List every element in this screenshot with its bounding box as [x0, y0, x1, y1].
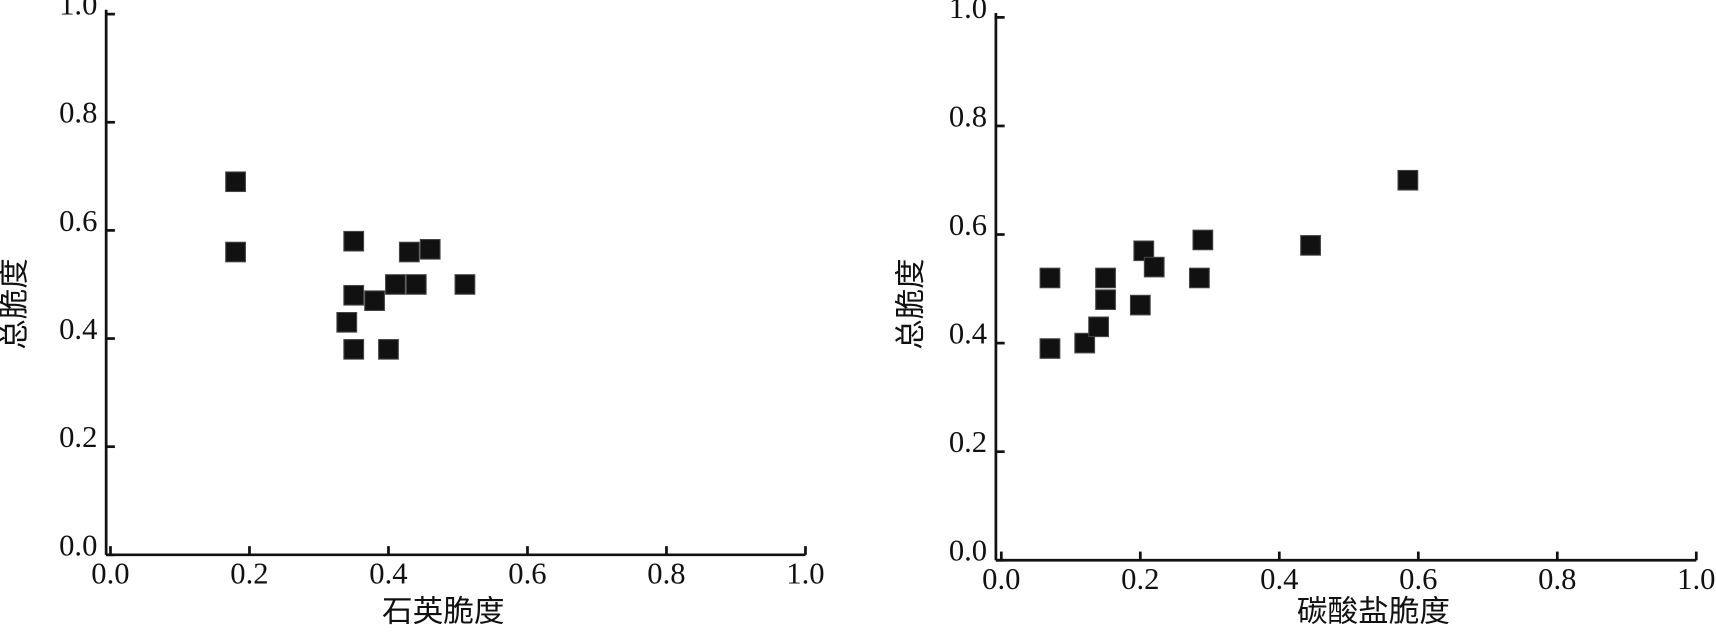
- point: [1088, 316, 1110, 338]
- point: [336, 312, 358, 333]
- point: [343, 339, 365, 360]
- point: [1188, 267, 1210, 289]
- y-tick-label: 0.6: [949, 208, 987, 242]
- x-tick-label: 0.4: [369, 557, 407, 591]
- point: [1095, 267, 1116, 289]
- point: [1300, 235, 1321, 256]
- point: [385, 274, 406, 295]
- x-tick-label: 0.8: [647, 557, 685, 591]
- point: [343, 230, 365, 252]
- y-tick-label: 0.0: [949, 534, 987, 568]
- y-tick-label: 0.4: [949, 317, 987, 351]
- point: [343, 284, 365, 306]
- point: [1129, 294, 1151, 316]
- y-axis-label: 总脆度: [894, 258, 928, 349]
- point: [398, 241, 420, 263]
- x-tick-label: 0.2: [1121, 562, 1159, 596]
- point: [1095, 289, 1116, 310]
- y-tick-label: 0.2: [59, 420, 97, 454]
- x-tick-label: 0.6: [508, 557, 546, 591]
- x-axis-label: 碳酸盐脆度: [1297, 595, 1450, 629]
- y-tick-label: 0.4: [59, 312, 97, 346]
- point: [1143, 256, 1165, 278]
- y-tick-label: 0.8: [949, 100, 987, 134]
- x-tick-label: 0.0: [982, 562, 1020, 596]
- y-tick-label: 0.8: [59, 96, 97, 130]
- x-tick-label: 0.6: [1399, 562, 1437, 596]
- point: [405, 274, 427, 295]
- point: [225, 171, 246, 193]
- point: [1039, 338, 1061, 359]
- point: [1192, 229, 1214, 251]
- x-tick-label: 0.0: [91, 557, 129, 591]
- y-tick-label: 1.0: [949, 0, 987, 25]
- y-tick-label: 0.2: [949, 425, 987, 459]
- point: [364, 290, 385, 312]
- point: [1133, 240, 1155, 262]
- x-tick-label: 1.0: [786, 557, 824, 591]
- y-axis-label: 总脆度: [0, 258, 32, 349]
- x-axis-label: 石英脆度: [382, 595, 505, 629]
- y-tick-label: 0.0: [59, 528, 97, 562]
- x-tick-label: 0.8: [1538, 562, 1576, 596]
- point: [454, 274, 476, 295]
- point: [378, 339, 399, 360]
- point: [419, 239, 441, 260]
- y-tick-label: 1.0: [59, 0, 97, 22]
- point: [225, 241, 246, 263]
- point: [1397, 169, 1419, 191]
- x-tick-label: 0.2: [230, 557, 268, 591]
- point: [1039, 267, 1061, 289]
- point: [1074, 332, 1096, 354]
- y-tick-label: 0.6: [59, 204, 97, 238]
- x-tick-label: 0.4: [1260, 562, 1298, 596]
- x-tick-label: 1.0: [1677, 562, 1715, 596]
